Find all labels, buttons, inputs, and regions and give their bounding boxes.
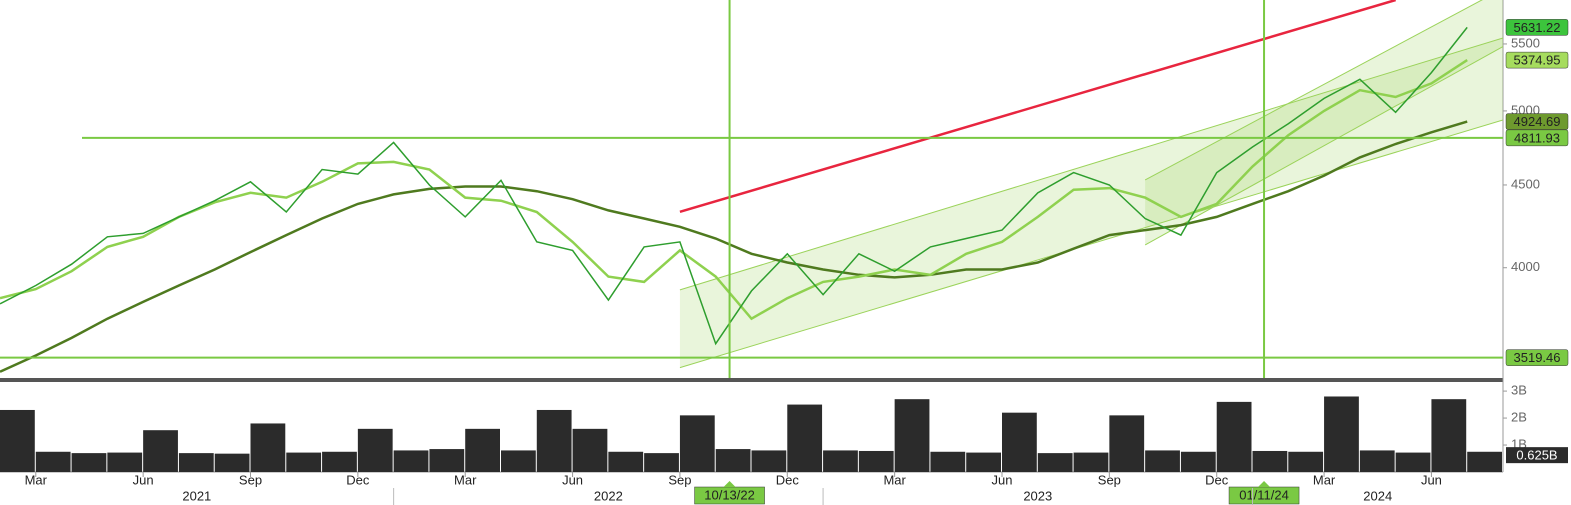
date-badge-label: 01/11/24: [1239, 487, 1289, 502]
channel-lower: [1144, 46, 1503, 246]
h-line-tag: 3519.46: [1514, 350, 1561, 365]
volume-bar: [1037, 453, 1073, 472]
year-label: 2024: [1363, 488, 1392, 503]
volume-bar: [894, 399, 930, 472]
volume-bar: [930, 451, 966, 472]
series-line: [0, 26, 1468, 346]
volume-bar: [143, 430, 178, 472]
x-tick-label: Mar: [25, 472, 48, 487]
volume-bar: [1109, 415, 1145, 472]
series-tag-box: [1505, 113, 1569, 130]
panel-divider: [0, 378, 1503, 382]
volume-bar: [536, 409, 572, 472]
channel-fill: [679, 37, 1503, 368]
volume-bar: [966, 452, 1001, 472]
volume-bar: [1073, 452, 1109, 472]
volume-bar: [1395, 452, 1431, 472]
y-tick-label: 5500: [1511, 35, 1540, 50]
volume-tag: 0.625B: [1516, 448, 1557, 463]
x-tick-label: Jun: [992, 472, 1013, 487]
series-line: [0, 59, 1468, 321]
x-tick-label: Mar: [883, 472, 906, 487]
y-tick-label: 4500: [1511, 176, 1540, 191]
y-tick-label: 4000: [1511, 259, 1540, 274]
x-tick-label: Jun: [1421, 472, 1442, 487]
x-tick-label: Jun: [562, 472, 583, 487]
volume-bar: [0, 409, 35, 472]
channel-upper: [1144, 0, 1483, 181]
volume-bar: [1216, 401, 1252, 472]
volume-bar: [178, 453, 214, 472]
volume-bar: [71, 453, 107, 472]
volume-bar: [1431, 399, 1467, 472]
series-tag: 5631.22: [1514, 20, 1561, 35]
volume-bar: [679, 415, 715, 472]
series-tag: 5374.95: [1514, 53, 1561, 68]
x-tick-label: Sep: [1098, 472, 1121, 487]
volume-bar: [1180, 451, 1216, 472]
volume-bar: [286, 452, 322, 472]
series-tag: 4924.69: [1514, 114, 1561, 129]
volume-bar: [1324, 396, 1359, 472]
volume-tag-box: [1506, 447, 1568, 464]
year-label: 2023: [1023, 488, 1052, 503]
x-tick-label: Jun: [133, 472, 154, 487]
volume-bar: [250, 423, 286, 472]
price-panel: [0, 0, 1503, 373]
volume-bar: [1145, 450, 1180, 472]
date-badge-arrow: [723, 481, 736, 487]
trend-line: [679, 0, 1396, 214]
volume-bar: [429, 449, 465, 472]
year-label: 2021: [182, 488, 211, 503]
volume-bar: [1252, 450, 1288, 472]
volume-tick-label: 3B: [1511, 383, 1527, 398]
h-line-tag-box: [1505, 349, 1569, 366]
x-tick-label: Mar: [454, 472, 477, 487]
volume-bar: [715, 449, 751, 472]
volume-bar: [322, 451, 357, 472]
x-tick-label: Dec: [346, 472, 370, 487]
volume-bar: [1002, 412, 1037, 472]
volume-bar: [608, 451, 644, 472]
volume-bar: [107, 452, 143, 472]
volume-bar: [393, 450, 429, 472]
year-label: 2022: [594, 488, 623, 503]
series-tag-box: [1505, 51, 1569, 69]
volume-bar: [751, 450, 787, 472]
volume-bar: [572, 428, 608, 472]
volume-bar: [787, 404, 823, 472]
series-tag-box: [1505, 19, 1569, 36]
volume-bar: [644, 453, 679, 472]
volume-bar: [357, 428, 393, 472]
x-tick-label: Mar: [1313, 472, 1336, 487]
date-badge-arrow: [1258, 481, 1271, 487]
channel-upper: [679, 37, 1503, 291]
volume-bar: [465, 428, 500, 472]
volume-bar: [1467, 451, 1502, 472]
volume-bar: [1359, 450, 1395, 472]
volume-bar: [1288, 451, 1324, 472]
x-tick-label: Dec: [776, 472, 800, 487]
h-line-tag-box: [1505, 129, 1569, 147]
volume-bar: [214, 453, 250, 472]
x-tick-label: Sep: [239, 472, 262, 487]
volume-tick-label: 2B: [1511, 409, 1527, 424]
channel-lower: [679, 119, 1503, 369]
h-line-tag: 4811.93: [1514, 130, 1560, 145]
volume-bar: [858, 450, 894, 472]
volume-bar: [823, 450, 858, 472]
series-line: [0, 120, 1468, 373]
date-badge-label: 10/13/22: [704, 487, 755, 502]
x-tick-label: Dec: [1205, 472, 1229, 487]
volume-bar: [35, 451, 71, 472]
x-tick-label: Sep: [668, 472, 691, 487]
volume-bar: [501, 450, 536, 472]
